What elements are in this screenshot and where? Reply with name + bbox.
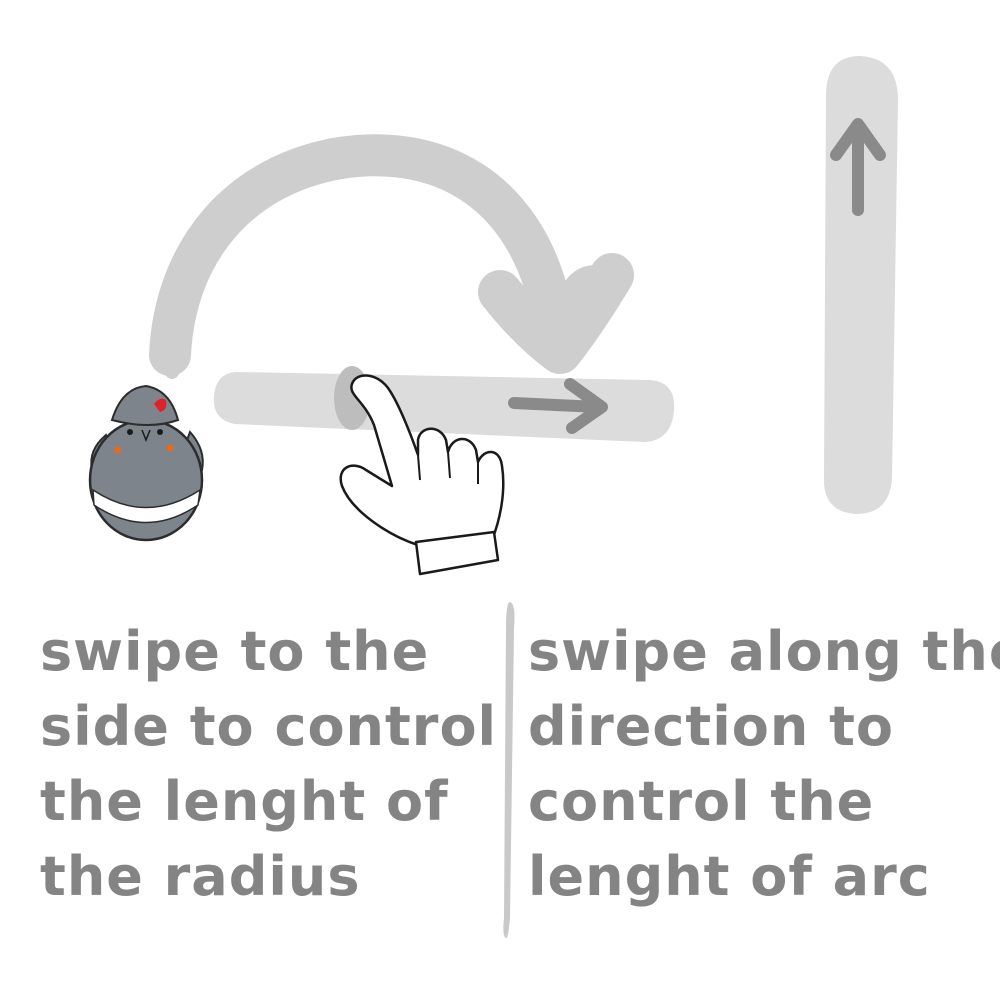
column-divider	[503, 602, 515, 939]
right-arrow-icon	[508, 378, 608, 434]
arc-instruction-line: control the	[528, 770, 875, 833]
hand-pointer-icon	[339, 374, 505, 576]
arc-instruction: swipe along the direction to control the…	[528, 614, 1000, 914]
radius-instruction-line: swipe to the	[40, 620, 430, 683]
arc-instruction-line: direction to	[528, 695, 895, 758]
up-arrow-icon	[830, 118, 886, 216]
vertical-swipe-track	[823, 56, 898, 514]
bird-icon	[88, 384, 204, 542]
radius-instruction-line: side to control	[40, 695, 498, 758]
arc-instruction-line: lenght of arc	[528, 845, 931, 908]
radius-instruction: swipe to the side to control the lenght …	[40, 614, 497, 914]
radius-instruction-line: the radius	[40, 845, 361, 908]
radius-instruction-line: the lenght of	[40, 770, 449, 833]
arc-arrow-icon	[149, 134, 634, 379]
arc-instruction-line: swipe along the	[528, 620, 1000, 683]
